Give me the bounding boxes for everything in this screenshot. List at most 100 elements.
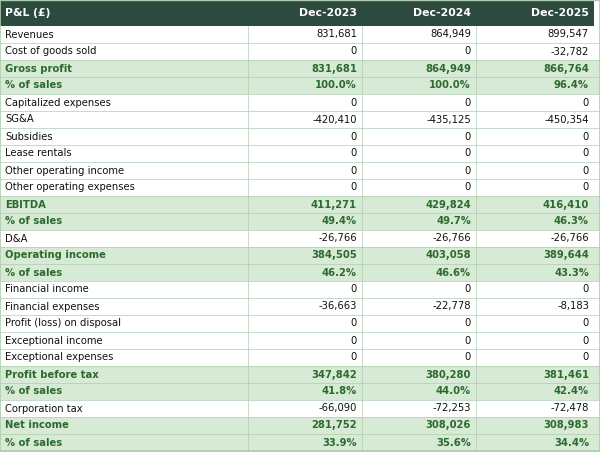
Text: 96.4%: 96.4% (554, 81, 589, 91)
Text: Revenues: Revenues (5, 29, 53, 39)
Text: Dec-2025: Dec-2025 (531, 8, 589, 18)
Text: 42.4%: 42.4% (554, 387, 589, 397)
Text: Dec-2023: Dec-2023 (299, 8, 357, 18)
Text: 0: 0 (465, 318, 471, 328)
Text: Other operating expenses: Other operating expenses (5, 182, 135, 192)
Text: -26,766: -26,766 (433, 234, 471, 244)
Text: -450,354: -450,354 (545, 114, 589, 125)
Text: 0: 0 (583, 131, 589, 142)
Text: Net income: Net income (5, 420, 69, 431)
Text: 403,058: 403,058 (425, 251, 471, 261)
Bar (0, 383, 600, 400)
Bar (0, 247, 600, 264)
Text: 381,461: 381,461 (543, 370, 589, 380)
Text: 0: 0 (583, 182, 589, 192)
Text: 0: 0 (351, 148, 357, 158)
Text: 41.8%: 41.8% (322, 387, 357, 397)
Text: 46.6%: 46.6% (436, 267, 471, 278)
Bar (0, 298, 600, 315)
Text: Corporation tax: Corporation tax (5, 403, 83, 414)
Text: 416,410: 416,410 (543, 200, 589, 209)
Text: 0: 0 (583, 353, 589, 362)
Text: 0: 0 (465, 98, 471, 108)
Text: -22,778: -22,778 (433, 301, 471, 311)
Text: 34.4%: 34.4% (554, 437, 589, 447)
Text: Other operating income: Other operating income (5, 165, 124, 175)
Text: -72,478: -72,478 (551, 403, 589, 414)
Bar (0, 145, 600, 162)
Text: 0: 0 (351, 336, 357, 345)
Text: 46.2%: 46.2% (322, 267, 357, 278)
Text: 0: 0 (351, 353, 357, 362)
Text: EBITDA: EBITDA (5, 200, 46, 209)
Text: Capitalized expenses: Capitalized expenses (5, 98, 111, 108)
Bar (0, 111, 600, 128)
Text: -435,125: -435,125 (426, 114, 471, 125)
Text: 0: 0 (583, 336, 589, 345)
Bar (362, 0, 476, 26)
Text: 0: 0 (583, 284, 589, 294)
Text: 389,644: 389,644 (543, 251, 589, 261)
Text: 0: 0 (351, 318, 357, 328)
Text: % of sales: % of sales (5, 387, 62, 397)
Text: 864,949: 864,949 (430, 29, 471, 39)
Text: 0: 0 (465, 284, 471, 294)
Text: 411,271: 411,271 (311, 200, 357, 209)
Text: 0: 0 (465, 336, 471, 345)
Bar (0, 332, 600, 349)
Text: 281,752: 281,752 (311, 420, 357, 431)
Bar (0, 213, 600, 230)
Text: 831,681: 831,681 (316, 29, 357, 39)
Text: 429,824: 429,824 (425, 200, 471, 209)
Text: 35.6%: 35.6% (436, 437, 471, 447)
Text: Lease rentals: Lease rentals (5, 148, 71, 158)
Text: 49.4%: 49.4% (322, 217, 357, 227)
Bar (0, 366, 600, 383)
Text: 0: 0 (351, 284, 357, 294)
Bar (0, 0, 248, 26)
Text: Operating income: Operating income (5, 251, 106, 261)
Text: 0: 0 (465, 165, 471, 175)
Bar (0, 162, 600, 179)
Text: 100.0%: 100.0% (315, 81, 357, 91)
Text: 864,949: 864,949 (425, 64, 471, 73)
Text: -66,090: -66,090 (319, 403, 357, 414)
Text: Exceptional expenses: Exceptional expenses (5, 353, 113, 362)
Text: 0: 0 (351, 131, 357, 142)
Text: 0: 0 (583, 165, 589, 175)
Bar (0, 60, 600, 77)
Text: Financial income: Financial income (5, 284, 89, 294)
Text: Subsidies: Subsidies (5, 131, 53, 142)
Bar (0, 417, 600, 434)
Text: 33.9%: 33.9% (322, 437, 357, 447)
Bar (0, 281, 600, 298)
Text: 0: 0 (351, 47, 357, 56)
Text: % of sales: % of sales (5, 217, 62, 227)
Text: 384,505: 384,505 (311, 251, 357, 261)
Text: 0: 0 (465, 182, 471, 192)
Text: 0: 0 (351, 165, 357, 175)
Text: 46.3%: 46.3% (554, 217, 589, 227)
Text: -26,766: -26,766 (550, 234, 589, 244)
Bar (0, 315, 600, 332)
Text: -36,663: -36,663 (319, 301, 357, 311)
Text: 43.3%: 43.3% (554, 267, 589, 278)
Text: 866,764: 866,764 (543, 64, 589, 73)
Text: 347,842: 347,842 (311, 370, 357, 380)
Text: -72,253: -72,253 (433, 403, 471, 414)
Text: % of sales: % of sales (5, 437, 62, 447)
Text: -32,782: -32,782 (551, 47, 589, 56)
Text: 0: 0 (351, 98, 357, 108)
Text: 0: 0 (465, 353, 471, 362)
Text: D&A: D&A (5, 234, 28, 244)
Text: Profit before tax: Profit before tax (5, 370, 99, 380)
Text: 0: 0 (351, 182, 357, 192)
Text: 308,026: 308,026 (425, 420, 471, 431)
Text: 899,547: 899,547 (548, 29, 589, 39)
Bar (0, 196, 600, 213)
Bar (0, 349, 600, 366)
Text: -420,410: -420,410 (313, 114, 357, 125)
Bar (0, 77, 600, 94)
Text: 44.0%: 44.0% (436, 387, 471, 397)
Bar (0, 43, 600, 60)
